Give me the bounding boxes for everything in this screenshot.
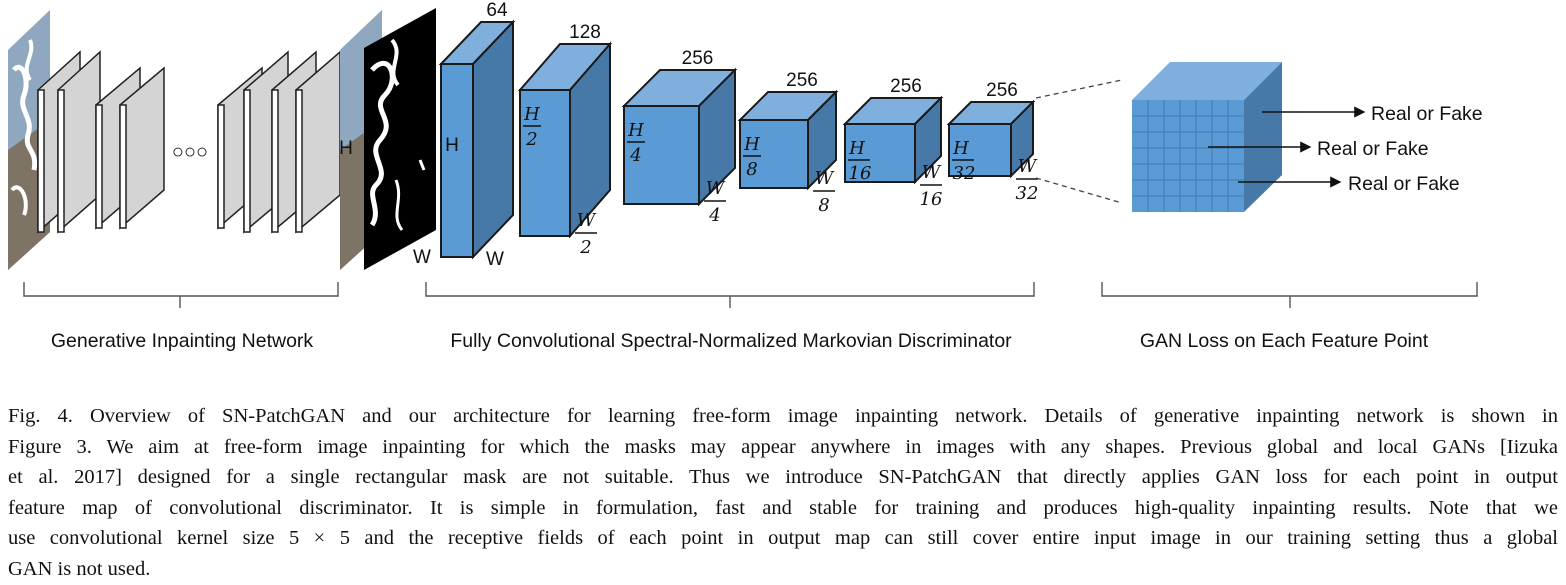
channel-count-label: 256 xyxy=(682,48,714,69)
cube-front-face xyxy=(440,63,474,258)
generator-layer xyxy=(57,50,101,234)
width-denominator: 32 xyxy=(1016,183,1039,204)
channel-count-label: 128 xyxy=(569,22,601,43)
discriminator-layer: 256 H 8 W 8 xyxy=(737,70,839,216)
caption-line: feature map of convolutional discriminat… xyxy=(8,496,1558,519)
width-numerator: W xyxy=(815,168,835,189)
discriminator-layer: 256 H 32 W 32 xyxy=(946,80,1039,204)
output-label-3: Real or Fake xyxy=(1348,173,1460,195)
caption-line: use convolutional kernel size 5 × 5 and … xyxy=(8,527,1558,550)
discriminator-layer: 64 H W xyxy=(438,0,516,270)
width-label: W xyxy=(486,249,504,270)
height-numerator: H xyxy=(743,134,760,155)
cube-front-face xyxy=(844,123,916,183)
cube-front-face xyxy=(623,105,700,205)
discriminator-layer: 128 H 2 W 2 xyxy=(517,22,613,258)
caption-line: et al. 2017] designed for a single recta… xyxy=(8,466,1558,489)
caption-line: GAN is not used. xyxy=(8,557,151,580)
generator-brace xyxy=(23,282,339,308)
generator-layers xyxy=(37,50,341,234)
height-denominator: 8 xyxy=(746,159,757,180)
generator-layer xyxy=(119,66,165,230)
discriminator-label: Fully Convolutional Spectral-Normalized … xyxy=(450,330,1012,352)
generator-label: Generative Inpainting Network xyxy=(51,330,314,352)
width-denominator: 8 xyxy=(818,195,829,216)
figure-caption: Fig. 4. Overview of SN-PatchGAN and our … xyxy=(8,401,1558,585)
discriminator-brace xyxy=(425,282,1035,308)
height-numerator: H xyxy=(523,104,540,125)
height-label: H xyxy=(445,135,459,156)
height-denominator: 32 xyxy=(953,163,976,184)
height-numerator: H xyxy=(627,120,644,141)
gan-loss-brace xyxy=(1101,282,1478,308)
projection-line-bottom xyxy=(1035,177,1123,204)
height-denominator: 4 xyxy=(629,145,641,166)
input-width-label: W xyxy=(413,247,431,268)
channel-count-label: 256 xyxy=(986,80,1018,101)
width-numerator: W xyxy=(922,162,942,183)
discriminator-layer: 256 H 4 W 4 xyxy=(621,48,738,226)
width-numerator: W xyxy=(1018,156,1038,177)
output-label-2: Real or Fake xyxy=(1317,138,1429,160)
generator-ellipsis: ○○○ xyxy=(172,141,208,163)
input-height-label: H xyxy=(339,138,353,159)
caption-line: Fig. 4. Overview of SN-PatchGAN and our … xyxy=(8,405,1558,427)
cube-front-face xyxy=(739,119,809,189)
gan-loss-label: GAN Loss on Each Feature Point xyxy=(1140,330,1429,352)
height-denominator: 2 xyxy=(525,129,537,150)
cube-front-face xyxy=(948,123,1012,177)
discriminator-layer: 256 H 16 W 16 xyxy=(842,76,944,210)
mask-image xyxy=(364,8,436,270)
channel-count-label: 256 xyxy=(786,70,818,91)
output-feature-map xyxy=(1132,62,1282,212)
cube-side-face xyxy=(472,19,514,260)
channel-count-label: 256 xyxy=(890,76,922,97)
projection-line-top xyxy=(1035,79,1123,99)
width-numerator: W xyxy=(706,178,726,199)
channel-count-label: 64 xyxy=(486,0,508,21)
output-label-1: Real or Fake xyxy=(1371,103,1483,125)
width-denominator: 4 xyxy=(708,205,720,226)
height-denominator: 16 xyxy=(849,163,872,184)
width-denominator: 16 xyxy=(920,189,943,210)
cube-front-face xyxy=(519,89,571,237)
caption-line: Figure 3. We aim at free-form image inpa… xyxy=(8,435,1558,458)
height-numerator: H xyxy=(952,138,969,159)
width-numerator: W xyxy=(577,210,597,231)
height-numerator: H xyxy=(848,138,865,159)
width-denominator: 2 xyxy=(579,237,591,258)
